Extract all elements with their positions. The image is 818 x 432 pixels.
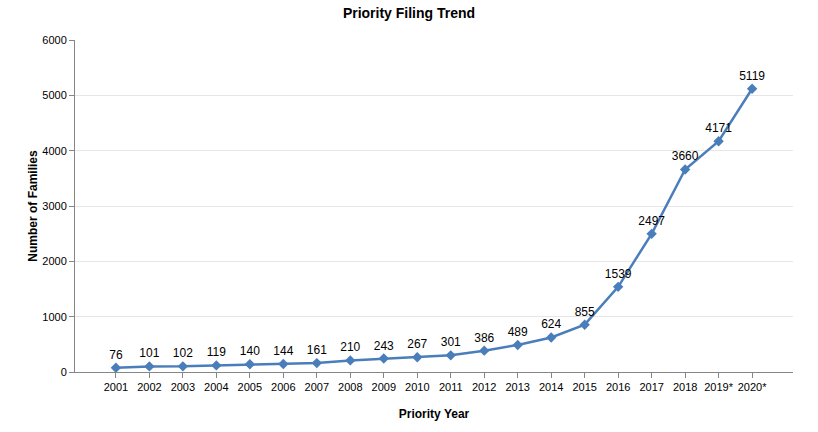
- svg-text:2020*: 2020*: [738, 381, 767, 393]
- svg-text:4000: 4000: [42, 145, 66, 157]
- svg-text:6000: 6000: [42, 34, 66, 46]
- svg-text:2017: 2017: [639, 381, 663, 393]
- svg-text:2010: 2010: [405, 381, 429, 393]
- svg-text:2009: 2009: [372, 381, 396, 393]
- svg-text:102: 102: [173, 346, 193, 360]
- svg-text:2011: 2011: [439, 381, 463, 393]
- svg-text:489: 489: [508, 325, 528, 339]
- svg-text:2012: 2012: [472, 381, 496, 393]
- svg-text:76: 76: [109, 348, 123, 362]
- svg-text:4171: 4171: [705, 121, 732, 135]
- svg-text:2008: 2008: [338, 381, 362, 393]
- svg-text:243: 243: [374, 339, 394, 353]
- svg-text:2000: 2000: [42, 255, 66, 267]
- svg-text:1000: 1000: [42, 311, 66, 323]
- svg-text:119: 119: [207, 345, 226, 359]
- svg-text:Number of Families: Number of Families: [26, 150, 40, 262]
- svg-text:2004: 2004: [204, 381, 228, 393]
- svg-text:2013: 2013: [505, 381, 529, 393]
- svg-text:161: 161: [307, 343, 327, 357]
- svg-text:2019*: 2019*: [704, 381, 733, 393]
- svg-text:101: 101: [139, 346, 159, 360]
- svg-text:2018: 2018: [673, 381, 697, 393]
- svg-text:210: 210: [340, 340, 360, 354]
- svg-text:0: 0: [61, 366, 67, 378]
- svg-text:386: 386: [474, 331, 494, 345]
- svg-text:267: 267: [407, 337, 427, 351]
- svg-text:2015: 2015: [572, 381, 596, 393]
- svg-text:2014: 2014: [539, 381, 563, 393]
- svg-text:2007: 2007: [305, 381, 329, 393]
- svg-text:2016: 2016: [606, 381, 630, 393]
- svg-text:2003: 2003: [171, 381, 195, 393]
- svg-text:301: 301: [441, 335, 461, 349]
- svg-text:3660: 3660: [672, 149, 699, 163]
- svg-text:5119: 5119: [739, 69, 765, 83]
- svg-text:140: 140: [240, 344, 260, 358]
- svg-text:5000: 5000: [42, 89, 66, 101]
- svg-text:Priority Filing Trend: Priority Filing Trend: [343, 5, 475, 21]
- svg-text:855: 855: [575, 305, 595, 319]
- svg-text:Priority Year: Priority Year: [399, 407, 470, 421]
- svg-text:144: 144: [273, 344, 293, 358]
- svg-text:2001: 2001: [104, 381, 128, 393]
- svg-text:624: 624: [541, 317, 561, 331]
- svg-text:3000: 3000: [42, 200, 66, 212]
- svg-text:2002: 2002: [137, 381, 161, 393]
- svg-text:2497: 2497: [638, 214, 665, 228]
- svg-text:1539: 1539: [605, 267, 632, 281]
- svg-text:2006: 2006: [271, 381, 295, 393]
- svg-text:2005: 2005: [238, 381, 262, 393]
